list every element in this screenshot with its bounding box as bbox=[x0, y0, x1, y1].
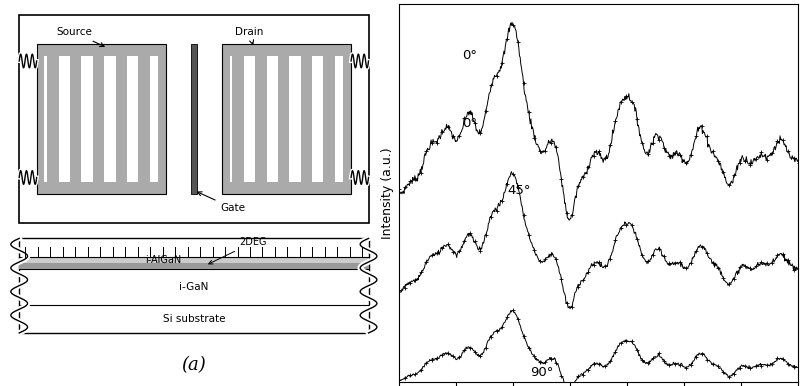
Text: 45°: 45° bbox=[508, 185, 531, 197]
Text: Gate: Gate bbox=[197, 192, 245, 213]
Bar bbox=[115, 56, 127, 182]
Bar bbox=[93, 56, 104, 182]
Polygon shape bbox=[19, 15, 369, 223]
Text: 0°: 0° bbox=[462, 49, 477, 62]
Bar bbox=[138, 56, 150, 182]
Bar bbox=[37, 44, 166, 194]
Bar bbox=[222, 44, 351, 194]
Text: 0°: 0° bbox=[462, 117, 477, 130]
Bar bbox=[301, 56, 312, 182]
Text: i-AlGaN: i-AlGaN bbox=[145, 255, 181, 265]
Bar bbox=[278, 56, 290, 182]
Bar bbox=[233, 56, 244, 182]
Bar bbox=[229, 56, 343, 182]
Polygon shape bbox=[19, 239, 369, 333]
Bar bbox=[191, 44, 197, 194]
Y-axis label: Intensity (a.u.): Intensity (a.u.) bbox=[381, 147, 394, 239]
Text: 2DEG: 2DEG bbox=[209, 237, 267, 264]
Text: Source: Source bbox=[56, 27, 104, 47]
Text: Drain: Drain bbox=[235, 27, 263, 44]
Text: (a): (a) bbox=[181, 357, 206, 374]
Bar bbox=[255, 56, 266, 182]
Bar bbox=[44, 56, 158, 182]
Text: i-GaN: i-GaN bbox=[179, 282, 209, 292]
Bar bbox=[19, 262, 369, 269]
Bar bbox=[19, 257, 369, 262]
Bar bbox=[47, 56, 59, 182]
Text: Si substrate: Si substrate bbox=[163, 314, 225, 324]
Bar bbox=[70, 56, 81, 182]
Text: 90°: 90° bbox=[530, 366, 553, 379]
Bar bbox=[323, 56, 334, 182]
